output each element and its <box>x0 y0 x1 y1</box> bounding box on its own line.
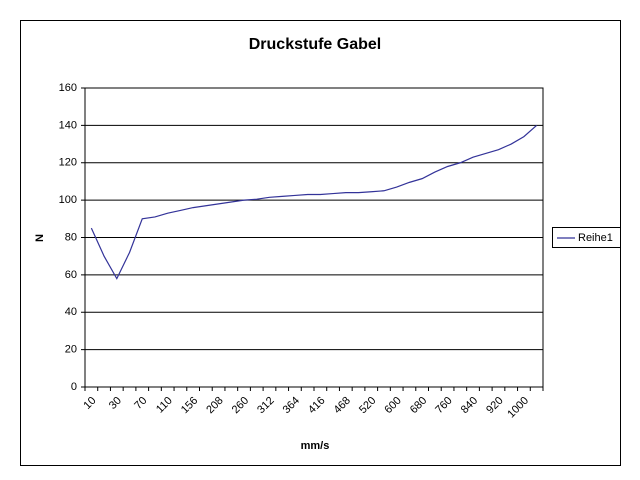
legend-box <box>552 227 621 248</box>
y-tick-label: 160 <box>59 82 77 94</box>
y-tick-label: 40 <box>65 306 77 318</box>
chart-title: Druckstufe Gabel <box>249 36 381 53</box>
legend-label: Reihe1 <box>578 232 613 244</box>
y-tick-label: 0 <box>71 381 77 393</box>
y-tick-label: 140 <box>59 119 77 131</box>
y-tick-label: 100 <box>59 194 77 206</box>
x-axis-title: mm/s <box>301 440 330 452</box>
y-tick-label: 80 <box>65 231 77 243</box>
y-axis-title: N <box>34 234 46 242</box>
line-series <box>90 124 538 280</box>
y-tick-label: 120 <box>59 157 77 169</box>
y-tick-label: 60 <box>65 269 77 281</box>
y-tick-label: 20 <box>65 344 77 356</box>
